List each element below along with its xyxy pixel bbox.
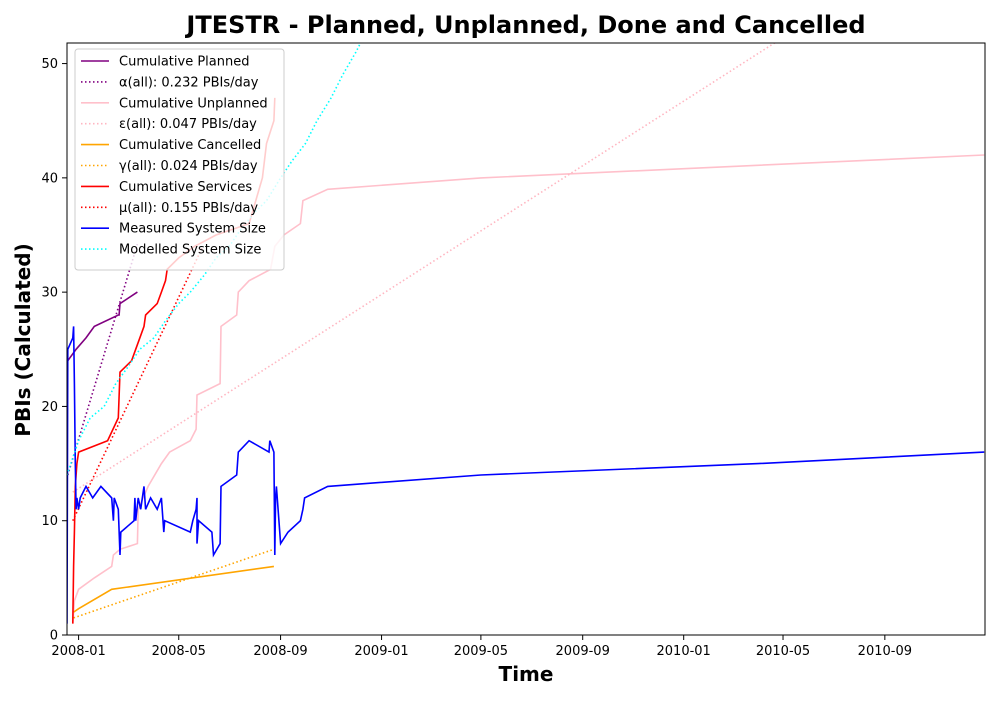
x-tick-label: 2009-01 [354, 644, 408, 659]
plot-frame [66, 42, 986, 636]
legend-label-7: μ(all): 0.155 PBIs/day [119, 201, 258, 216]
x-tick-label: 2008-05 [152, 644, 206, 659]
y-tick-label: 40 [41, 171, 58, 186]
series-line-1 [67, 243, 139, 476]
x-axis-label: Time [499, 662, 554, 686]
y-tick-label: 30 [41, 286, 58, 301]
legend-label-0: Cumulative Planned [119, 55, 249, 70]
x-tick-label: 2010-05 [756, 644, 810, 659]
x-axis: 2008-01 2008-05 2008-09 2009-01 2009-05 2009-… [51, 635, 912, 659]
x-tick-label: 2008-09 [253, 644, 307, 659]
x-tick-label: 2008-01 [51, 644, 105, 659]
series-line-0 [67, 291, 138, 362]
legend-label-1: α(all): 0.232 PBIs/day [119, 75, 259, 90]
x-tick-label: 2009-05 [454, 644, 508, 659]
legend: Cumulative Planned α(all): 0.232 PBIs/day… [74, 48, 285, 271]
y-tick-label: 50 [41, 57, 58, 72]
x-tick-label: 2009-09 [556, 644, 610, 659]
legend-label-8: Measured System Size [119, 222, 266, 237]
series-line-5 [73, 548, 275, 619]
legend-box [74, 48, 285, 271]
series-line-7 [72, 246, 204, 522]
x-tick-label: 2010-09 [858, 644, 912, 659]
chart-title: JTESTR - Planned, Unplanned, Done and Ca… [184, 11, 865, 39]
y-tick-label: 10 [41, 514, 58, 529]
series-line-8 [67, 326, 985, 624]
legend-label-9: Modelled System Size [119, 243, 261, 258]
legend-label-5: γ(all): 0.024 PBIs/day [119, 159, 258, 174]
legend-label-3: ε(all): 0.047 PBIs/day [119, 117, 257, 132]
series-line-9 [67, 43, 362, 476]
series-line-2 [72, 154, 985, 624]
legend-label-6: Cumulative Services [119, 180, 252, 195]
y-axis-label: PBIs (Calculated) [11, 243, 35, 436]
legend-label-4: Cumulative Cancelled [119, 138, 261, 153]
x-tick-label: 2010-01 [657, 644, 711, 659]
y-axis: 0 10 20 30 40 50 [41, 57, 67, 644]
series-line-4 [73, 565, 275, 613]
y-tick-label: 20 [41, 400, 58, 415]
legend-label-2: Cumulative Unplanned [119, 96, 268, 111]
y-tick-label: 0 [50, 629, 58, 644]
